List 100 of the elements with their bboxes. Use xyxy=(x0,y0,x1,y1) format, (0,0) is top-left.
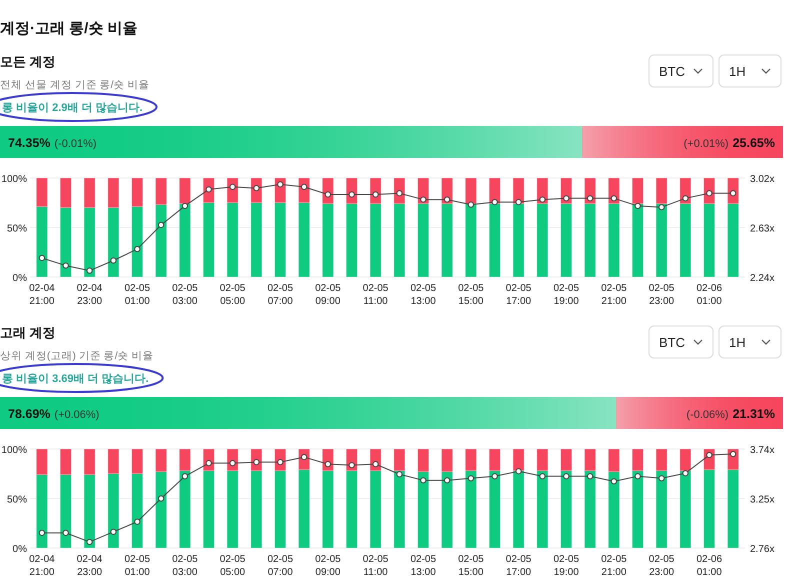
data-label: 78.69% xyxy=(8,407,50,421)
x-tick-label: 02-05 01:00 xyxy=(124,554,150,578)
point xyxy=(372,461,379,468)
y-tick-label: 100% xyxy=(1,174,28,185)
point xyxy=(86,268,93,274)
y-tick-label: 100% xyxy=(1,445,28,456)
x-tick-label: 02-05 09:00 xyxy=(315,283,342,307)
x-tick-label: 02-05 05:00 xyxy=(220,554,246,578)
x-tick-label: 02-05 19:00 xyxy=(553,283,580,307)
x-tick-label: 02-05 01:00 xyxy=(124,283,150,307)
x-tick-label: 02-05 15:00 xyxy=(458,283,484,307)
point xyxy=(420,196,426,203)
point xyxy=(134,518,140,525)
point xyxy=(658,204,665,210)
point xyxy=(539,473,546,480)
y2-tick-label: 3.25x xyxy=(750,494,774,506)
point xyxy=(634,202,641,210)
annotation: (+0.06%) xyxy=(54,409,100,421)
point xyxy=(682,195,689,202)
point xyxy=(324,461,332,468)
point xyxy=(492,473,498,480)
point xyxy=(300,184,308,190)
y-tick-label: 50% xyxy=(6,224,28,234)
point xyxy=(134,246,140,252)
point xyxy=(182,202,188,210)
y2-tick-label: 2.76x xyxy=(750,544,774,555)
point xyxy=(348,462,355,468)
x-tick-label: 02-04 21:00 xyxy=(29,554,56,578)
y2-tick-label: 2.63x xyxy=(750,224,774,234)
text: BTC xyxy=(659,64,685,79)
x-tick-label: 02-05 07:00 xyxy=(267,283,294,307)
point xyxy=(38,530,46,536)
x-tick-label: 02-05 13:00 xyxy=(410,283,436,307)
point xyxy=(634,473,641,480)
x-tick-label: 02-05 17:00 xyxy=(506,554,532,578)
point xyxy=(62,530,69,536)
annotation: (-0.06%) xyxy=(686,409,729,421)
x-tick-label: 02-06 01:00 xyxy=(696,554,722,578)
point xyxy=(492,199,498,206)
x-tick-label: 02-05 23:00 xyxy=(648,554,675,578)
x-tick-label: 02-05 03:00 xyxy=(172,554,198,578)
chart-title: 고래 계정 xyxy=(0,325,56,340)
point xyxy=(468,475,474,482)
point xyxy=(229,184,236,190)
point xyxy=(444,477,450,484)
point xyxy=(468,202,474,208)
point xyxy=(586,473,594,480)
point xyxy=(682,470,689,476)
x-tick-label: 02-04 23:00 xyxy=(76,283,103,307)
data-label: 74.35% xyxy=(8,136,50,150)
x-tick-label: 02-04 23:00 xyxy=(76,554,103,578)
y-tick-label: 0% xyxy=(12,273,28,284)
point xyxy=(586,195,594,202)
x-tick-label: 02-05 19:00 xyxy=(553,554,580,578)
point xyxy=(563,473,570,480)
x-tick-label: 02-05 09:00 xyxy=(315,554,342,578)
x-tick-label: 02-05 17:00 xyxy=(506,283,532,307)
data-label: 25.65% xyxy=(732,136,775,150)
point xyxy=(62,262,69,269)
point xyxy=(158,222,164,228)
y2-tick-label: 2.24x xyxy=(750,273,774,284)
point xyxy=(515,468,522,474)
point xyxy=(563,195,570,202)
data-label: 21.31% xyxy=(732,407,775,421)
text: 1H xyxy=(729,335,746,350)
point xyxy=(610,195,618,202)
x-tick-label: 02-05 15:00 xyxy=(458,554,484,578)
y-tick-label: 50% xyxy=(6,494,28,506)
text: 롱 비율이 3.69배 더 많습니다. xyxy=(2,373,149,385)
x-tick-label: 02-05 21:00 xyxy=(601,554,628,578)
point xyxy=(110,528,117,535)
point xyxy=(396,471,403,478)
point xyxy=(158,495,164,502)
point xyxy=(539,196,546,203)
x-tick-label: 02-05 07:00 xyxy=(267,554,294,578)
point xyxy=(86,538,93,546)
x-tick-label: 02-05 21:00 xyxy=(601,283,628,307)
point xyxy=(444,196,450,203)
text: 1H xyxy=(729,64,746,79)
point xyxy=(110,257,117,264)
x-tick-label: 02-06 01:00 xyxy=(696,283,722,307)
point xyxy=(658,475,665,482)
y2-tick-label: 3.74x xyxy=(750,445,774,456)
x-tick-label: 02-05 11:00 xyxy=(362,554,389,578)
chart-title: 모든 계정 xyxy=(0,54,56,69)
x-tick-label: 02-05 13:00 xyxy=(410,554,436,578)
annotation: (-0.01%) xyxy=(54,138,97,150)
point xyxy=(182,473,188,480)
annotation: (+0.01%) xyxy=(684,138,729,150)
point xyxy=(420,477,426,484)
x-tick-label: 02-05 11:00 xyxy=(362,283,389,307)
text: BTC xyxy=(659,335,685,350)
x-tick-label: 02-05 03:00 xyxy=(172,283,198,307)
point xyxy=(730,450,736,458)
point xyxy=(277,181,284,188)
chart-subtitle: 상위 계정(고래) 기준 롱/숏 비율 xyxy=(0,350,154,362)
text: 롱 비율이 2.9배 더 많습니다. xyxy=(2,102,143,114)
y-tick-label: 0% xyxy=(12,544,28,555)
point xyxy=(515,199,522,206)
chart-subtitle: 전체 선물 계정 기준 롱/숏 비율 xyxy=(0,79,150,91)
